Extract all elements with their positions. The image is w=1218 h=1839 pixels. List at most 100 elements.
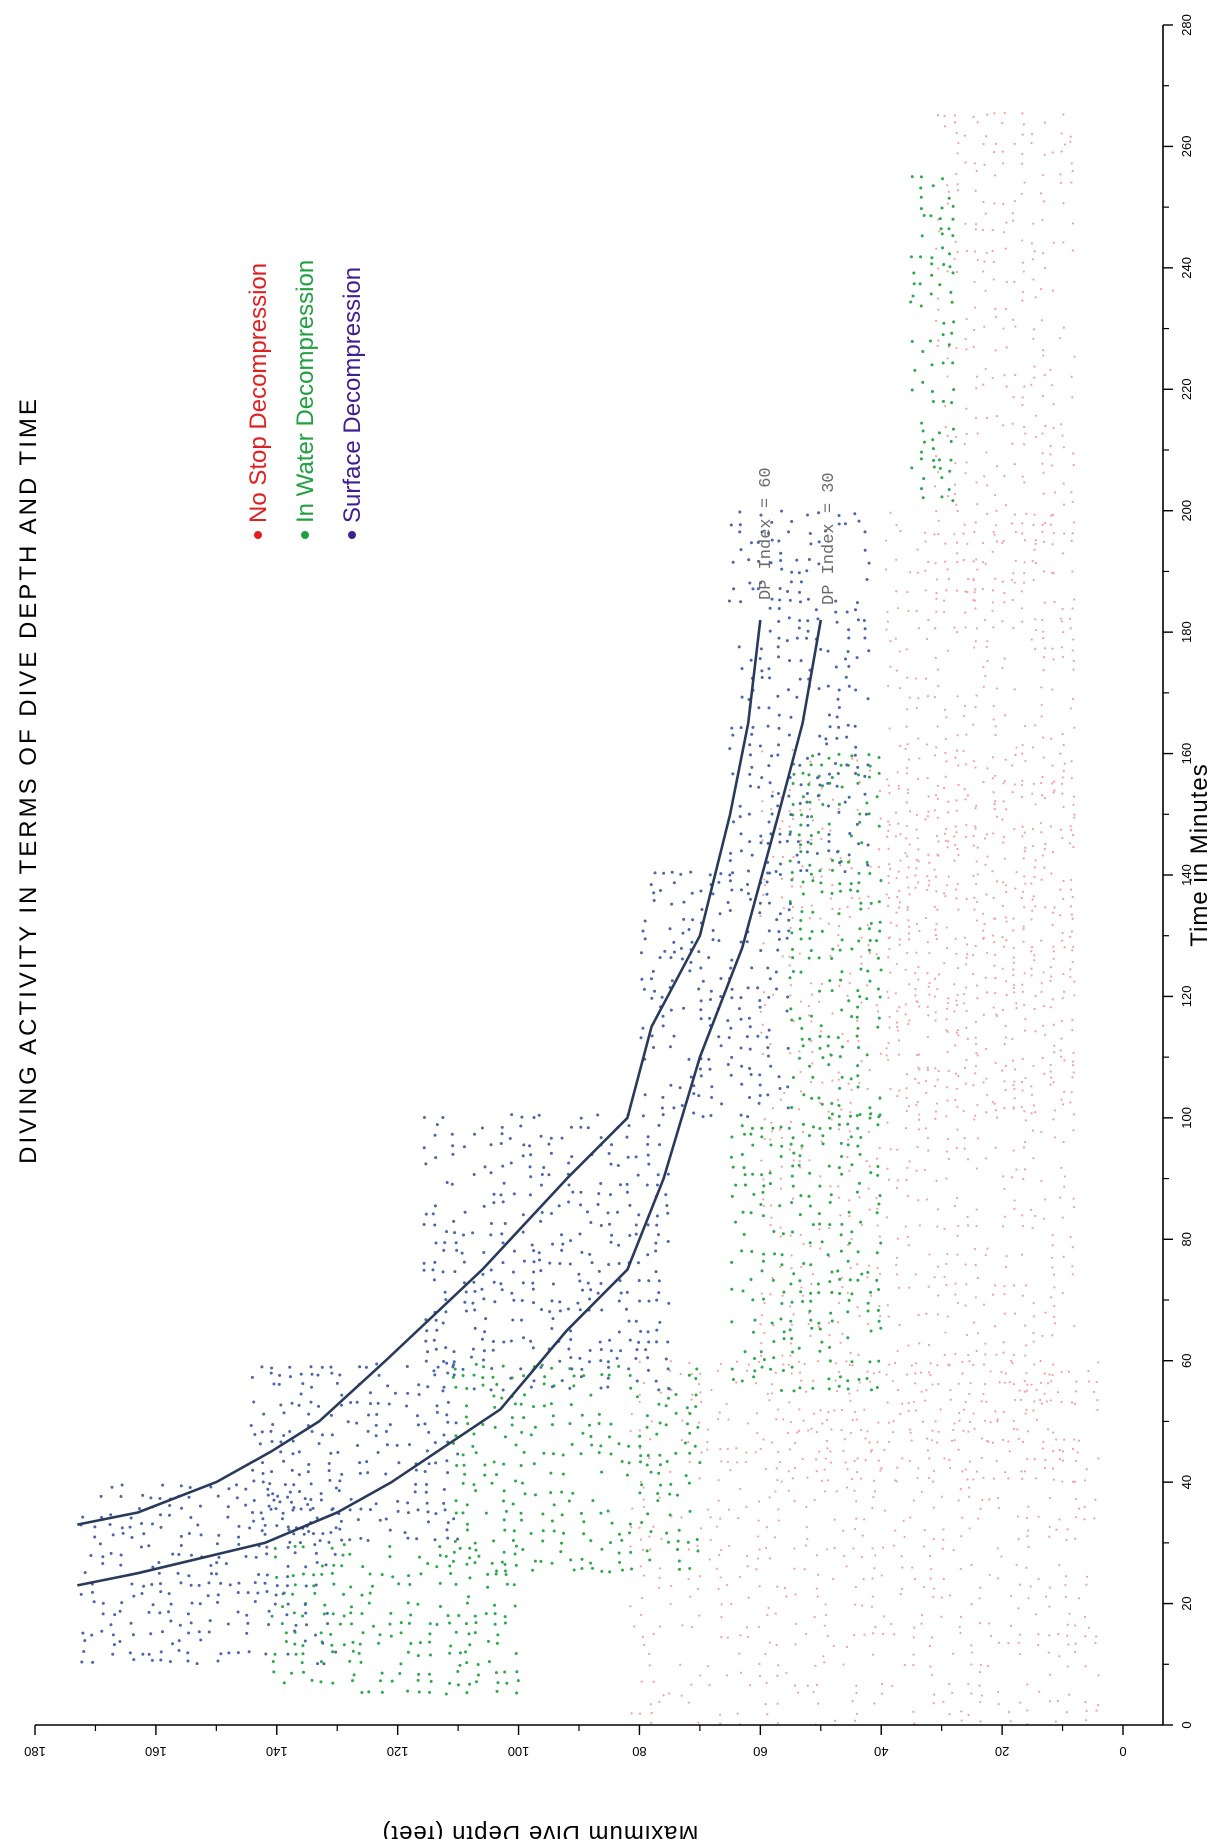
- data-point: [968, 1359, 971, 1363]
- data-point: [757, 1557, 760, 1560]
- data-point: [985, 1077, 988, 1080]
- data-point: [895, 1186, 898, 1190]
- data-point: [979, 1586, 982, 1589]
- data-point: [1069, 1101, 1072, 1104]
- data-point: [1048, 1496, 1051, 1500]
- data-point: [438, 1553, 442, 1557]
- data-point: [954, 462, 957, 465]
- data-point: [1010, 522, 1014, 525]
- data-point: [293, 1629, 297, 1633]
- data-point: [540, 1173, 544, 1177]
- data-point: [905, 824, 908, 827]
- data-point: [427, 1462, 431, 1466]
- data-point: [896, 1237, 899, 1240]
- data-point: [928, 339, 932, 343]
- data-point: [1049, 979, 1052, 982]
- data-point: [797, 626, 801, 630]
- data-point: [1097, 1457, 1100, 1460]
- data-point: [868, 1264, 871, 1267]
- data-point: [827, 1035, 831, 1039]
- data-point: [895, 523, 898, 527]
- data-point: [1012, 1106, 1015, 1109]
- data-point: [588, 1252, 592, 1256]
- data-point: [1049, 1070, 1052, 1073]
- data-point: [669, 1482, 673, 1486]
- data-point: [846, 1259, 850, 1263]
- data-point: [920, 1490, 923, 1493]
- data-point: [888, 791, 891, 795]
- data-point: [1011, 1362, 1014, 1365]
- data-point: [968, 1486, 971, 1489]
- data-point: [500, 1132, 504, 1136]
- data-point: [292, 1611, 296, 1615]
- data-point: [1034, 1477, 1038, 1480]
- data-point: [936, 784, 939, 787]
- data-point: [813, 1498, 816, 1502]
- data-point: [857, 1353, 860, 1356]
- data-point: [549, 1491, 553, 1495]
- data-point: [829, 1311, 833, 1315]
- data-point: [492, 1280, 496, 1284]
- data-point: [1012, 1419, 1015, 1423]
- data-point: [995, 815, 999, 818]
- data-point: [766, 1093, 770, 1097]
- data-point: [865, 1160, 868, 1163]
- data-point: [943, 1353, 946, 1356]
- data-point: [342, 1543, 346, 1547]
- data-point: [731, 1377, 735, 1381]
- data-point: [665, 1460, 669, 1464]
- data-point: [826, 1253, 830, 1257]
- data-point: [629, 1605, 632, 1608]
- data-point: [334, 1526, 338, 1530]
- data-point: [857, 519, 861, 523]
- data-point: [399, 1631, 403, 1635]
- data-point: [835, 1389, 839, 1393]
- data-point: [787, 1126, 791, 1130]
- data-point: [699, 966, 703, 970]
- data-point: [717, 1035, 721, 1039]
- data-point: [866, 763, 870, 767]
- data-point: [930, 256, 934, 260]
- data-point: [652, 1525, 655, 1528]
- data-point: [851, 1418, 854, 1421]
- data-point: [894, 811, 898, 814]
- data-point: [1020, 795, 1024, 798]
- data-point: [720, 1102, 724, 1106]
- data-point: [958, 1625, 961, 1628]
- data-point: [128, 1525, 132, 1529]
- data-point: [981, 912, 985, 915]
- data-point: [609, 1240, 613, 1244]
- data-point: [429, 1679, 433, 1683]
- data-point: [778, 912, 782, 916]
- data-point: [945, 1115, 948, 1118]
- data-point: [817, 798, 821, 801]
- data-point: [962, 532, 965, 535]
- data-point: [689, 870, 693, 874]
- data-point: [469, 1355, 473, 1359]
- data-point: [997, 1641, 1001, 1644]
- data-point: [886, 1167, 889, 1170]
- data-point: [947, 800, 950, 803]
- data-point: [962, 1429, 965, 1432]
- data-point: [490, 1481, 494, 1485]
- data-point: [1043, 797, 1047, 800]
- dp-index-curves: [77, 619, 823, 1587]
- data-point: [791, 1350, 795, 1354]
- data-point: [1022, 1003, 1026, 1007]
- data-point: [694, 1405, 698, 1409]
- data-point: [267, 1504, 271, 1508]
- data-point: [658, 1700, 661, 1704]
- data-point: [824, 529, 828, 533]
- data-point: [974, 944, 977, 948]
- data-point: [918, 1118, 921, 1121]
- data-point: [639, 1329, 643, 1333]
- data-point: [822, 1655, 825, 1658]
- data-point: [866, 843, 870, 847]
- data-point: [1042, 349, 1045, 352]
- data-point: [1023, 1390, 1026, 1393]
- data-point: [1073, 355, 1076, 358]
- data-point: [897, 1053, 900, 1056]
- data-point: [1020, 590, 1023, 593]
- data-point: [464, 1650, 468, 1654]
- data-point: [990, 1635, 993, 1638]
